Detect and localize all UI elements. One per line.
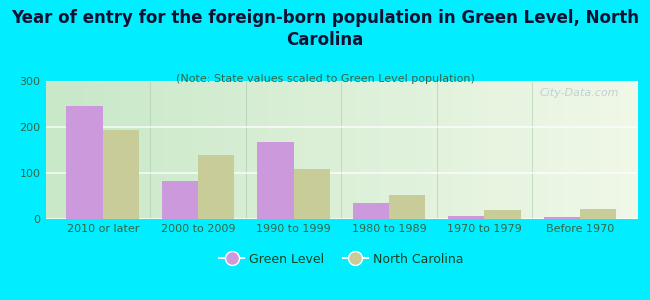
Bar <box>66 106 103 219</box>
Text: Year of entry for the foreign-born population in Green Level, North
Carolina: Year of entry for the foreign-born popul… <box>11 9 639 49</box>
Bar <box>580 209 616 219</box>
Bar <box>389 195 425 219</box>
Bar <box>353 203 389 219</box>
Bar <box>484 210 521 219</box>
Bar <box>543 217 580 219</box>
Bar <box>294 169 330 219</box>
Legend: Green Level, North Carolina: Green Level, North Carolina <box>214 248 469 271</box>
Bar <box>257 142 294 219</box>
Text: (Note: State values scaled to Green Level population): (Note: State values scaled to Green Leve… <box>176 74 474 83</box>
Bar <box>198 154 235 219</box>
Text: City-Data.com: City-Data.com <box>540 88 619 98</box>
Bar <box>162 181 198 219</box>
Bar <box>448 216 484 219</box>
Bar <box>103 130 139 219</box>
